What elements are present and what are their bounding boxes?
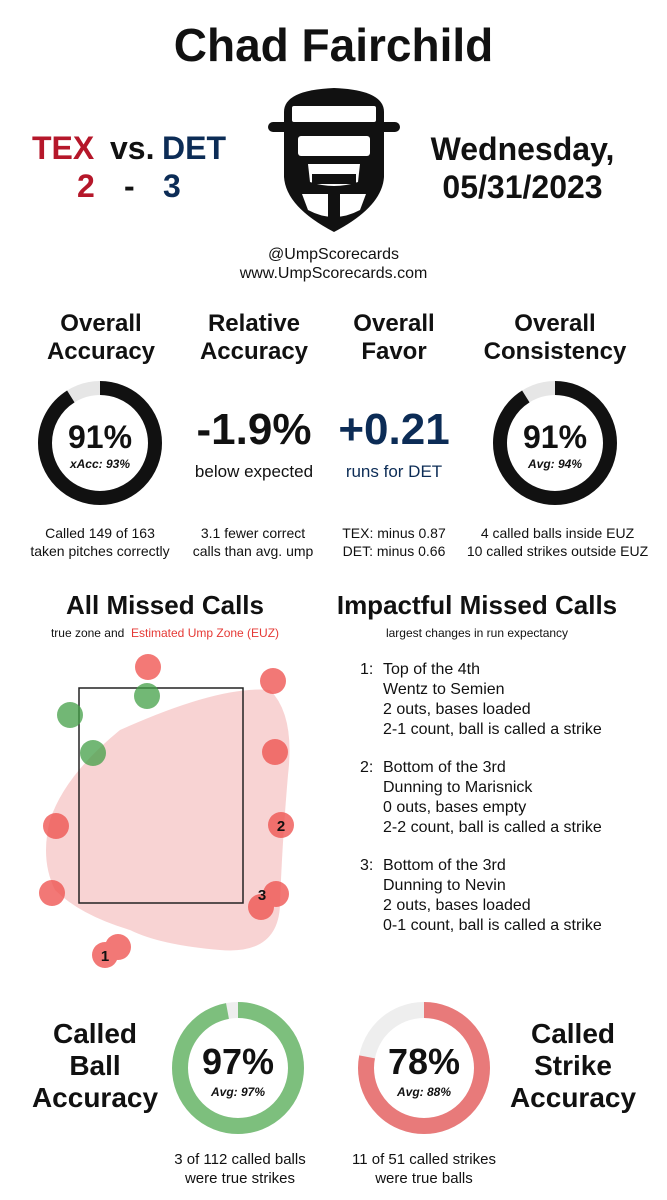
- missed-label-1: 1: [101, 948, 109, 965]
- consistency-ring-fill: [493, 381, 617, 505]
- accuracy-ring: 91% xAcc: 93%: [38, 381, 162, 505]
- consistency-title: Overall Consistency: [483, 310, 627, 365]
- relative-title: Relative Accuracy: [199, 310, 309, 365]
- consistency-ring: 91% Avg: 94%: [493, 381, 617, 505]
- missed-call-dot: [262, 739, 288, 765]
- called-strike-avg: Avg: 88%: [396, 1085, 451, 1099]
- away-team: TEX: [32, 130, 95, 166]
- consistency-avg: Avg: 94%: [527, 457, 582, 471]
- favor-value: +0.21: [338, 405, 450, 454]
- page-title: Chad Fairchild: [173, 19, 494, 71]
- accuracy-value: 91%: [68, 419, 132, 455]
- called-ball-caption: 3 of 112 called balls were true strikes: [174, 1151, 306, 1187]
- called-ball-title: Called Ball Accuracy: [31, 1018, 159, 1113]
- missed-label-2: 2: [277, 818, 285, 835]
- relative-caption: 3.1 fewer correct calls than avg. ump: [192, 525, 314, 559]
- umpire-mask-icon: [268, 88, 400, 232]
- missed-call-dot: [92, 942, 118, 968]
- called-strike-ring-fill: [358, 1002, 490, 1134]
- missed-label-3: 3: [258, 887, 266, 904]
- favor-caption: TEX: minus 0.87 DET: minus 0.66: [342, 525, 446, 559]
- relative-sub: below expected: [194, 462, 314, 481]
- away-score: 2: [77, 168, 95, 204]
- called-ball-ring: 97% Avg: 97%: [172, 1002, 304, 1134]
- website-link: www.UmpScorecards.com: [239, 265, 428, 282]
- consistency-caption: 4 called balls inside EUZ 10 called strik…: [466, 525, 649, 559]
- accuracy-title: Overall Accuracy: [46, 310, 156, 365]
- missed-call-dot: [43, 813, 69, 839]
- called-strike-title: Called Strike Accuracy: [509, 1018, 637, 1113]
- missed-calls-plot: 1 2 3: [39, 654, 294, 968]
- missed-balls: [39, 654, 294, 968]
- score-dash: -: [124, 168, 135, 204]
- relative-value: -1.9%: [196, 405, 312, 454]
- favor-sub: runs for DET: [345, 462, 443, 481]
- called-strike-ring: 78% Avg: 88%: [358, 1002, 490, 1134]
- accuracy-ring-fill: [38, 381, 162, 505]
- missed-call-dot: [248, 894, 274, 920]
- missed-calls-legend: true zone and Estimated Ump Zone (EUZ): [50, 626, 280, 640]
- accuracy-caption: Called 149 of 163 taken pitches correctly: [30, 525, 170, 559]
- called-ball-avg: Avg: 97%: [210, 1085, 265, 1099]
- twitter-handle: @UmpScorecards: [268, 246, 399, 263]
- impactful-title: Impactful Missed Calls: [336, 590, 618, 620]
- home-team: DET: [162, 130, 226, 166]
- called-strike-caption: 11 of 51 called strikes were true balls: [352, 1151, 496, 1187]
- missed-calls-title: All Missed Calls: [66, 590, 264, 620]
- consistency-value: 91%: [523, 419, 587, 455]
- missed-call-dot: [57, 702, 83, 728]
- euz-region: [46, 689, 290, 951]
- favor-title: Overall Favor: [353, 310, 435, 365]
- missed-call-dot: [135, 654, 161, 680]
- impactful-subtitle: largest changes in run expectancy: [385, 626, 569, 640]
- missed-call-dot: [260, 668, 286, 694]
- called-ball-value: 97%: [202, 1041, 274, 1082]
- missed-call-dot: [134, 683, 160, 709]
- missed-call-dot: [80, 740, 106, 766]
- game-day: Wednesday,: [430, 131, 615, 167]
- missed-call-dot: [39, 880, 65, 906]
- vs-label: vs.: [110, 130, 155, 166]
- game-date: 05/31/2023: [442, 169, 603, 205]
- missed-strikes: [57, 683, 160, 766]
- called-ball-ring-fill: [172, 1002, 304, 1134]
- accuracy-xacc: xAcc: 93%: [69, 457, 130, 471]
- called-strike-value: 78%: [388, 1041, 460, 1082]
- home-score: 3: [163, 168, 181, 204]
- missed-call-dot: [268, 812, 294, 838]
- true-strike-zone: [78, 687, 244, 904]
